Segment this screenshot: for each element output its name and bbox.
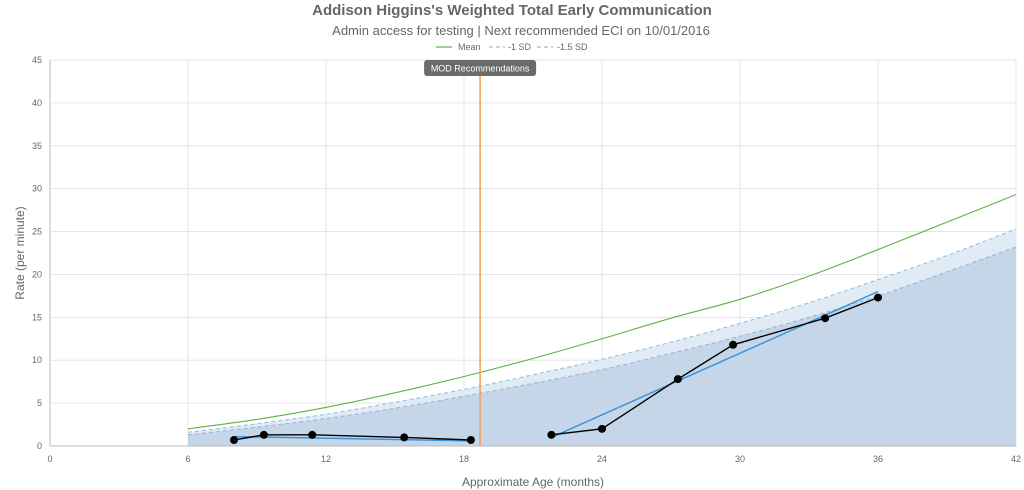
y-tick-label: 5 [37,398,42,408]
y-tick-label: 35 [32,141,42,151]
x-tick-label: 24 [597,454,607,464]
y-axis-label: Rate (per minute) [13,206,27,299]
data-point[interactable] [308,430,317,439]
x-axis-tick-labels: 0 6 12 18 24 30 36 42 [47,454,1021,464]
area-fill-1-5-sd [188,246,1016,446]
chart-axes [49,60,1016,447]
y-tick-label: 25 [32,227,42,237]
data-point[interactable] [598,424,606,433]
legend-item-minus-1-5-sd[interactable]: -1.5 SD [537,42,588,52]
y-tick-label: 10 [32,355,42,365]
x-tick-label: 42 [1011,454,1021,464]
data-point[interactable] [821,314,830,323]
series-line [551,296,879,436]
x-tick-label: 18 [459,454,469,464]
y-tick-label: 30 [32,184,42,194]
data-point[interactable] [729,340,738,349]
reference-curves [187,194,1017,436]
y-tick-label: 0 [37,441,42,451]
mod-recommendations-annotation: MOD Recommendations [424,60,537,446]
chart-legend[interactable]: Mean -1 SD -1.5 SD [436,42,588,52]
y-tick-label: 15 [32,312,42,322]
data-point[interactable] [259,430,268,439]
chart-title: Addison Higgins's Weighted Total Early C… [312,2,712,19]
mod-recommendations-label: MOD Recommendations [431,64,530,74]
y-tick-label: 40 [32,98,42,108]
data-point[interactable] [466,435,475,444]
legend-label-minus-1-5-sd: -1.5 SD [557,42,588,52]
x-tick-label: 0 [47,454,52,464]
data-point[interactable] [547,430,556,439]
legend-label-mean: Mean [458,42,481,52]
x-tick-label: 6 [185,454,190,464]
legend-label-minus-1-sd: -1 SD [508,42,532,52]
curve-mean [187,194,1017,430]
x-axis-label: Approximate Age (months) [462,475,604,489]
data-point[interactable] [400,433,409,442]
curve-1-sd [187,228,1017,433]
chart-subtitle: Admin access for testing | Next recommen… [332,23,710,38]
y-tick-label: 20 [32,269,42,279]
y-axis-tick-labels: 0 5 10 15 20 25 30 35 40 45 [32,55,42,451]
data-point[interactable] [230,435,238,444]
legend-item-mean[interactable]: Mean [436,42,481,52]
x-tick-label: 12 [321,454,331,464]
data-point[interactable] [874,293,882,302]
trend-line [233,435,471,442]
data-series [230,293,882,444]
legend-item-minus-1-sd[interactable]: -1 SD [489,42,532,52]
y-tick-label: 45 [32,55,42,65]
x-tick-label: 30 [735,454,745,464]
x-tick-label: 36 [873,454,883,464]
mod-recommendations-label-bg [424,60,537,76]
sd-band-fills [188,228,1016,446]
data-point[interactable] [673,375,682,384]
